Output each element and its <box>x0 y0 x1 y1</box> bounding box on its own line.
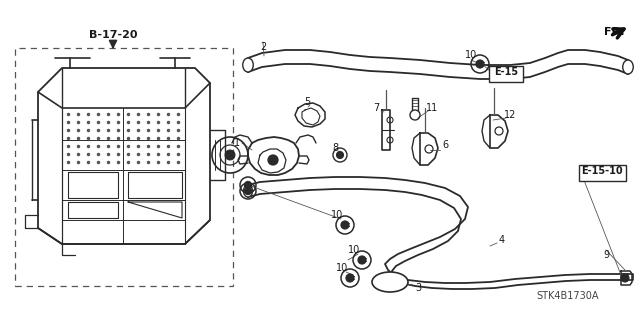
Text: B-17-20: B-17-20 <box>89 30 137 40</box>
Circle shape <box>358 256 366 264</box>
FancyBboxPatch shape <box>579 165 626 181</box>
Circle shape <box>341 221 349 229</box>
Text: 9: 9 <box>603 250 609 260</box>
Circle shape <box>225 150 235 160</box>
Text: STK4B1730A: STK4B1730A <box>537 291 599 301</box>
Text: 4: 4 <box>499 235 505 245</box>
Circle shape <box>268 155 278 165</box>
Circle shape <box>244 187 252 195</box>
Text: 1: 1 <box>234 138 240 148</box>
Text: FR.: FR. <box>604 27 625 37</box>
Text: 7: 7 <box>373 103 379 113</box>
Text: 10: 10 <box>336 263 348 273</box>
Ellipse shape <box>243 58 253 72</box>
Text: 10: 10 <box>465 50 477 60</box>
Circle shape <box>621 274 629 282</box>
Text: 2: 2 <box>260 42 266 52</box>
Ellipse shape <box>372 272 408 292</box>
Text: E-15-10: E-15-10 <box>581 166 623 176</box>
Text: 8: 8 <box>332 143 338 153</box>
Text: 6: 6 <box>442 140 448 150</box>
Text: 3: 3 <box>415 283 421 293</box>
Text: 11: 11 <box>426 103 438 113</box>
FancyBboxPatch shape <box>489 66 523 82</box>
Text: 12: 12 <box>504 110 516 120</box>
Circle shape <box>476 60 484 68</box>
Circle shape <box>244 182 252 189</box>
Ellipse shape <box>243 185 253 197</box>
Circle shape <box>346 274 354 282</box>
Ellipse shape <box>623 60 633 74</box>
Text: 10: 10 <box>348 245 360 255</box>
Circle shape <box>337 152 344 159</box>
Text: 10: 10 <box>331 210 343 220</box>
Bar <box>15 48 233 286</box>
Text: 5: 5 <box>304 97 310 107</box>
Circle shape <box>271 158 275 162</box>
Text: E-15: E-15 <box>494 67 518 77</box>
